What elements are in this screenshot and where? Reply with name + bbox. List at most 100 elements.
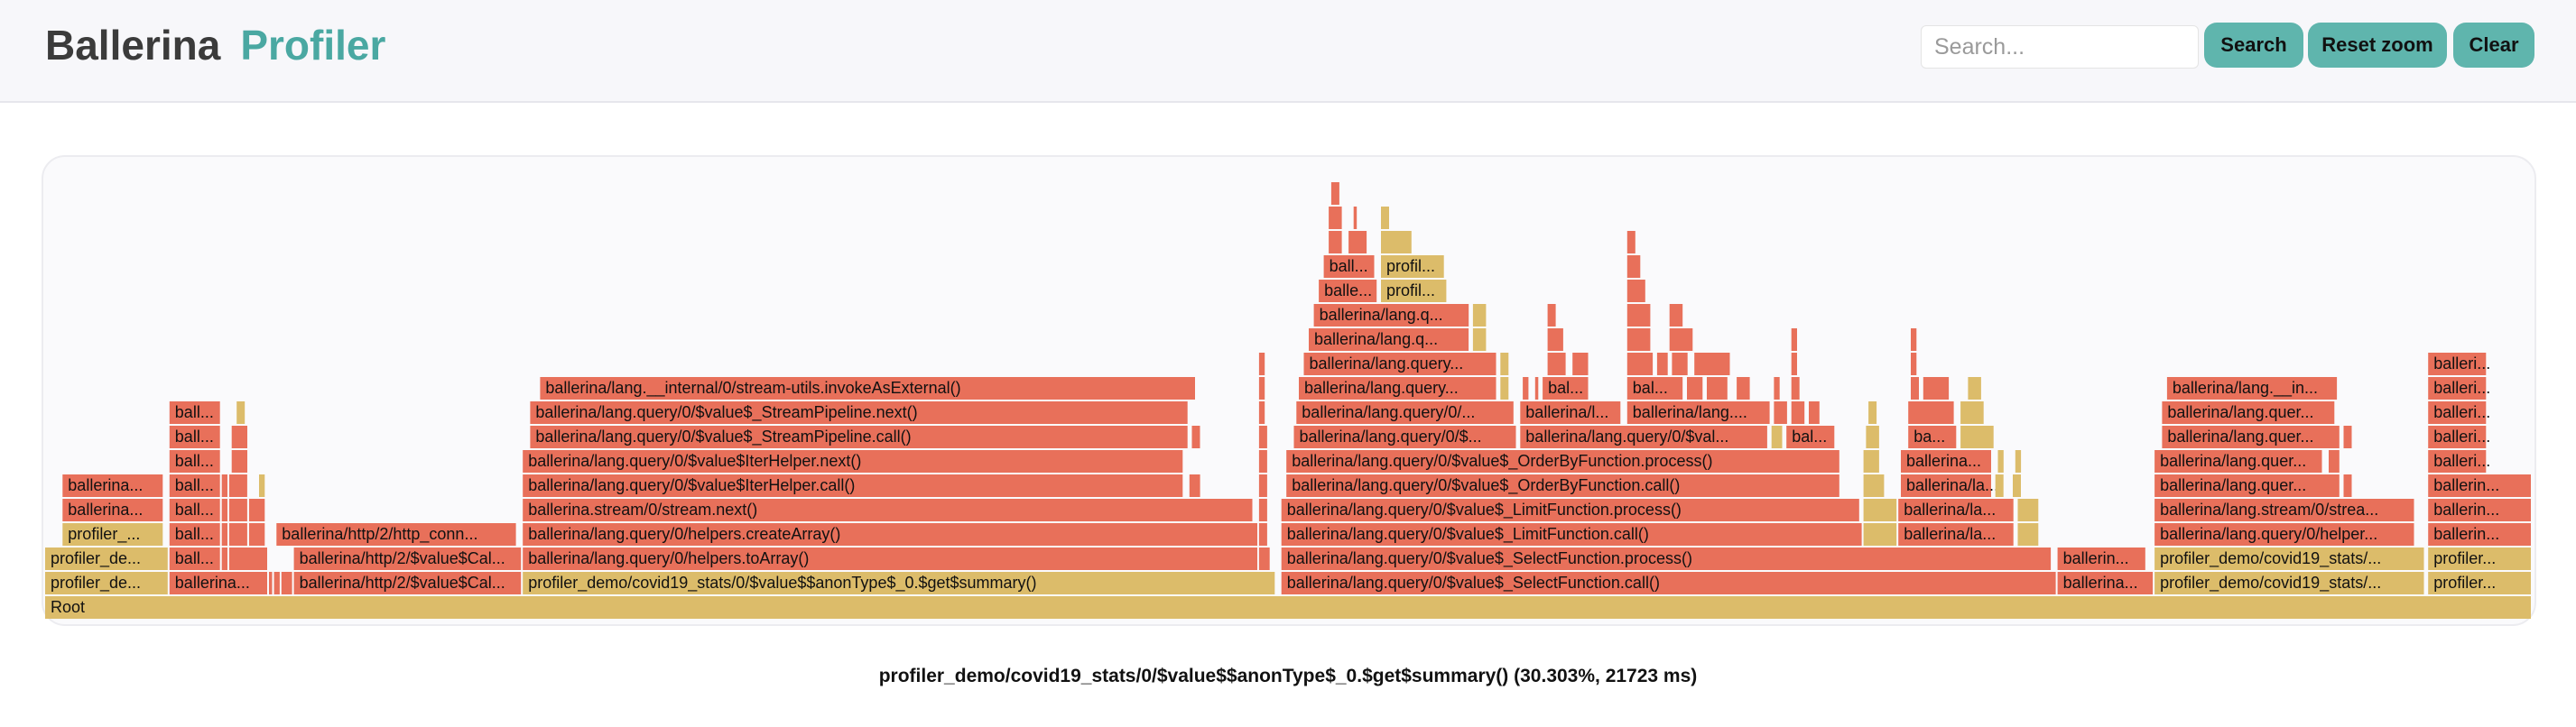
frame-rect[interactable] [2015,450,2022,473]
flame-frame[interactable]: profiler_de... [45,548,168,570]
frame-rect[interactable] [1258,353,1265,375]
frame-rect[interactable] [1791,377,1800,400]
flame-frame[interactable] [2343,426,2352,448]
flame-frame[interactable] [221,474,227,497]
flame-frame[interactable]: ballerin... [2057,548,2145,570]
flame-frame[interactable]: ball... [169,426,220,448]
flame-frame[interactable] [1774,377,1780,400]
frame-rect[interactable] [1687,377,1703,400]
frame-rect[interactable] [231,450,247,473]
frame-rect[interactable] [1923,377,1950,400]
frame-rect[interactable] [1791,353,1797,375]
frame-rect[interactable] [1995,474,2004,497]
flame-frame[interactable] [2015,450,2022,473]
frame-rect[interactable] [540,377,1195,400]
frame-rect[interactable] [293,572,522,594]
frame-rect[interactable] [2162,401,2335,424]
flame-frame[interactable] [2329,450,2340,473]
flame-frame[interactable]: balleri... [2428,353,2490,375]
flame-frame[interactable]: ballerina/lang.query/0/$value$_LimitFunc… [1281,499,1859,521]
frame-rect[interactable] [2154,474,2340,497]
flame-frame[interactable]: ballerina/lang.quer... [2162,401,2335,424]
frame-rect[interactable] [45,548,168,570]
frame-rect[interactable] [249,499,265,521]
frame-rect[interactable] [2428,377,2487,400]
frame-rect[interactable] [1191,426,1200,448]
frame-rect[interactable] [1547,328,1563,351]
flame-frame[interactable] [1348,231,1367,253]
frame-rect[interactable] [1189,474,1200,497]
frame-rect[interactable] [1281,523,1862,546]
frame-rect[interactable] [1258,548,1270,570]
flame-frame[interactable]: ball... [1323,255,1375,278]
frame-rect[interactable] [228,523,247,546]
flame-frame[interactable] [231,450,247,473]
flame-frame[interactable]: ballerin... [2428,523,2531,546]
frame-rect[interactable] [1381,231,1412,253]
frame-rect[interactable] [2428,523,2531,546]
frame-rect[interactable] [1774,401,1787,424]
frame-rect[interactable] [1908,401,1954,424]
frame-rect[interactable] [1258,401,1265,424]
frame-rect[interactable] [2428,499,2531,521]
frame-rect[interactable] [1863,450,1879,473]
frame-rect[interactable] [523,523,1257,546]
frame-rect[interactable] [2154,450,2322,473]
frame-rect[interactable] [1908,426,1957,448]
flame-frame[interactable]: ballerina... [62,474,163,497]
flame-frame[interactable]: ballerina... [169,572,267,594]
flame-frame[interactable] [1353,207,1357,229]
frame-rect[interactable] [221,499,227,521]
frame-rect[interactable] [281,572,292,594]
frame-rect[interactable] [2428,474,2531,497]
flame-frame[interactable]: ballerina/lang.query/0/$value$_StreamPip… [530,401,1188,424]
frame-rect[interactable] [1960,426,1994,448]
frame-rect[interactable] [2329,450,2340,473]
frame-rect[interactable] [530,426,1188,448]
flame-frame[interactable] [1707,377,1728,400]
frame-rect[interactable] [1997,450,2004,473]
flame-frame[interactable]: ballerina/http/2/http_conn... [276,523,516,546]
frame-rect[interactable] [1329,207,1342,229]
frame-rect[interactable] [1472,328,1487,351]
frame-rect[interactable] [169,401,220,424]
frame-rect[interactable] [2428,572,2531,594]
flame-frame[interactable] [1687,377,1703,400]
flame-frame[interactable] [221,523,227,546]
frame-rect[interactable] [1774,377,1780,400]
frame-rect[interactable] [169,450,220,473]
frame-rect[interactable] [1381,207,1389,229]
frame-rect[interactable] [221,523,227,546]
flame-frame[interactable]: ballerina/lang.quer... [2154,450,2322,473]
flame-frame[interactable] [1258,548,1270,570]
frame-rect[interactable] [1791,401,1805,424]
flame-frame[interactable] [231,426,247,448]
flame-frame[interactable]: ballerin... [2428,499,2531,521]
frame-rect[interactable] [1547,304,1556,327]
flame-frame[interactable] [1258,450,1267,473]
frame-rect[interactable] [1737,377,1750,400]
frame-rect[interactable] [1901,474,1991,497]
flame-frame[interactable]: ballerina/lang.query/0/... [1296,401,1514,424]
flame-frame[interactable]: ballerina/lang.__internal/0/stream-utils… [540,377,1195,400]
flame-frame[interactable]: balleri... [2428,426,2490,448]
flame-frame[interactable]: ballerina/lang.quer... [2162,426,2340,448]
flame-frame[interactable] [269,572,273,594]
frame-rect[interactable] [2166,377,2338,400]
frame-rect[interactable] [1353,207,1357,229]
flame-frame[interactable]: ballerin... [2428,474,2531,497]
flame-frame[interactable] [228,499,247,521]
frame-rect[interactable] [1296,401,1514,424]
flame-frame[interactable]: bal... [1626,377,1683,400]
frame-rect[interactable] [169,572,267,594]
flame-frame[interactable] [1669,328,1693,351]
frame-rect[interactable] [1286,474,1839,497]
flame-frame[interactable] [228,474,247,497]
search-input[interactable] [1921,25,2199,69]
frame-rect[interactable] [2154,523,2414,546]
flame-frame[interactable]: ballerina/lang.stream/0/strea... [2154,499,2414,521]
frame-rect[interactable] [1523,377,1529,400]
flame-frame[interactable]: balle... [1319,280,1377,302]
flame-frame[interactable]: ballerina... [2057,572,2154,594]
flame-frame[interactable] [2017,523,2039,546]
